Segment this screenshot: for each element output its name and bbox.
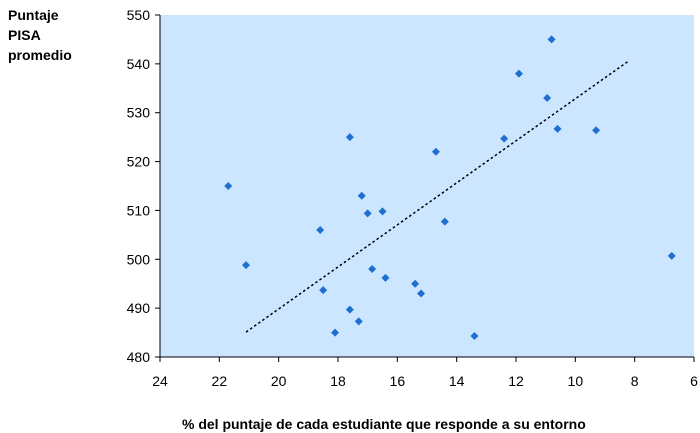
x-axis-label: % del puntaje de cada estudiante que res… <box>182 416 586 432</box>
data-point <box>553 124 562 133</box>
y-tick-label: 530 <box>127 105 151 121</box>
data-point <box>319 286 328 295</box>
x-tick-label: 8 <box>631 373 639 389</box>
x-tick-label: 14 <box>449 373 465 389</box>
x-tick-label: 24 <box>152 373 168 389</box>
data-point <box>667 251 676 260</box>
y-tick-label: 550 <box>127 7 151 23</box>
data-point <box>500 134 509 143</box>
data-point <box>378 207 387 216</box>
x-axis-ticks: 24 22 20 18 16 14 12 10 8 6 <box>152 357 698 389</box>
data-point <box>316 225 325 234</box>
y-axis-ticks: 480 490 500 510 520 530 540 550 <box>127 7 160 365</box>
data-point <box>354 317 363 326</box>
y-tick-label: 540 <box>127 56 151 72</box>
data-point <box>440 217 449 226</box>
x-tick-label: 10 <box>568 373 584 389</box>
x-tick-label: 22 <box>212 373 228 389</box>
y-axis-label-line-2: PISA <box>8 27 41 43</box>
data-point <box>470 331 479 340</box>
data-point <box>224 182 233 190</box>
data-points <box>224 35 676 340</box>
x-tick-label: 12 <box>508 373 524 389</box>
data-point <box>381 273 390 282</box>
data-point <box>368 265 377 274</box>
x-tick-label: 6 <box>690 373 698 389</box>
data-point <box>417 289 426 298</box>
y-tick-label: 520 <box>127 154 151 170</box>
data-point <box>547 35 556 44</box>
y-tick-label: 510 <box>127 202 151 218</box>
y-tick-label: 480 <box>127 349 151 365</box>
data-point <box>431 147 440 156</box>
data-point <box>514 69 523 78</box>
y-tick-label: 500 <box>127 251 151 267</box>
data-point <box>543 94 552 103</box>
y-axis-label-line-1: Puntaje <box>8 7 59 23</box>
data-point <box>242 261 251 270</box>
plot-area <box>160 15 694 357</box>
data-point <box>331 328 340 337</box>
data-point <box>345 133 354 142</box>
data-point <box>363 209 372 218</box>
data-point <box>345 305 354 314</box>
y-axis-label-line-3: promedio <box>8 47 72 63</box>
y-tick-label: 490 <box>127 300 151 316</box>
x-tick-label: 18 <box>330 373 346 389</box>
data-point <box>592 126 601 135</box>
x-tick-label: 20 <box>271 373 287 389</box>
x-tick-label: 16 <box>390 373 406 389</box>
data-point <box>357 191 366 200</box>
trend-line <box>245 60 630 333</box>
data-point <box>411 279 420 288</box>
